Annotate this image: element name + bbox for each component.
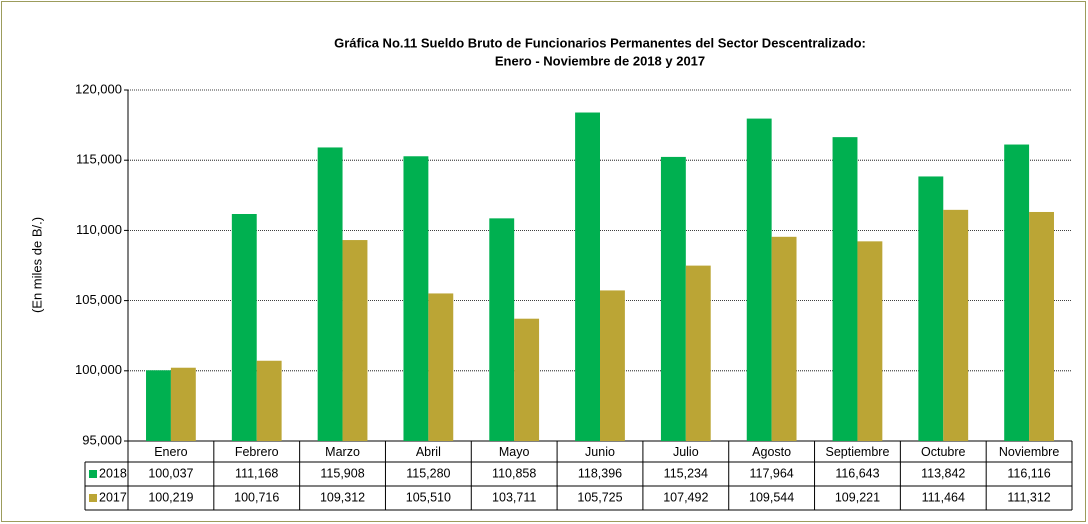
data-label: 115,908 [320,466,364,480]
legend-label: 2017 [99,490,127,504]
bar [918,176,944,441]
bar [146,370,171,441]
data-label: 116,643 [835,466,879,480]
x-tick-label: Octubre [921,445,966,459]
x-tick-label: Junio [585,445,615,459]
data-label: 111,312 [1007,490,1050,504]
y-tick-label: 120,000 [75,81,122,96]
bar [575,112,600,442]
x-tick-label: Enero [154,445,187,459]
y-tick-label: 110,000 [76,222,122,237]
data-label: 115,234 [664,466,708,480]
y-tick-label: 100,000 [75,362,122,377]
data-label: 105,725 [577,490,622,504]
legend-swatch [89,494,97,502]
bar [428,293,454,441]
chart-title: Gráfica No.11 Sueldo Bruto de Funcionari… [334,35,866,50]
bar [317,147,343,442]
data-label: 107,492 [663,490,708,504]
bar [600,290,625,441]
bar [256,360,282,441]
data-label: 113,842 [921,466,965,480]
data-label: 100,219 [148,490,193,504]
x-tick-label: Agosto [752,445,791,459]
y-tick-label: 105,000 [75,292,122,307]
bar [342,240,368,441]
x-tick-label: Abril [416,445,441,459]
bar [231,214,257,441]
data-label: 115,280 [406,466,450,480]
bar [660,156,686,441]
legend-swatch [89,470,97,478]
x-tick-label: Mayo [499,445,530,459]
x-tick-label: Noviembre [999,445,1059,459]
x-tick-label: Septiembre [825,445,889,459]
bar [403,156,429,441]
bar [857,241,883,441]
data-label: 105,510 [406,490,451,504]
bar [943,209,969,441]
bar [771,236,797,441]
data-label: 100,037 [148,466,193,480]
y-tick-label: 95,000 [82,432,122,447]
legend-label: 2018 [99,466,127,480]
x-tick-label: Marzo [325,445,360,459]
data-label: 103,711 [492,490,536,504]
y-axis-label: (En miles de B/.) [29,217,44,313]
chart-subtitle: Enero - Noviembre de 2018 y 2017 [495,53,705,68]
bar [685,265,711,441]
bar [170,367,196,441]
bar [514,318,540,441]
y-tick-label: 115,000 [76,152,122,167]
data-label: 116,116 [1007,466,1050,480]
x-tick-label: Julio [673,445,699,459]
data-label: 111,464 [922,490,965,504]
bar [1029,211,1054,441]
data-label: 110,858 [492,466,536,480]
data-label: 109,221 [835,490,880,504]
data-label: 111,168 [235,466,278,480]
x-tick-label: Febrero [235,445,279,459]
bar [1004,144,1030,441]
bar [489,218,515,441]
data-label: 109,544 [749,490,794,504]
data-label: 100,716 [234,490,279,504]
data-label: 118,396 [578,466,622,480]
bar [746,118,772,441]
data-label: 117,964 [750,466,794,480]
data-label: 109,312 [320,490,365,504]
bar [832,137,858,442]
